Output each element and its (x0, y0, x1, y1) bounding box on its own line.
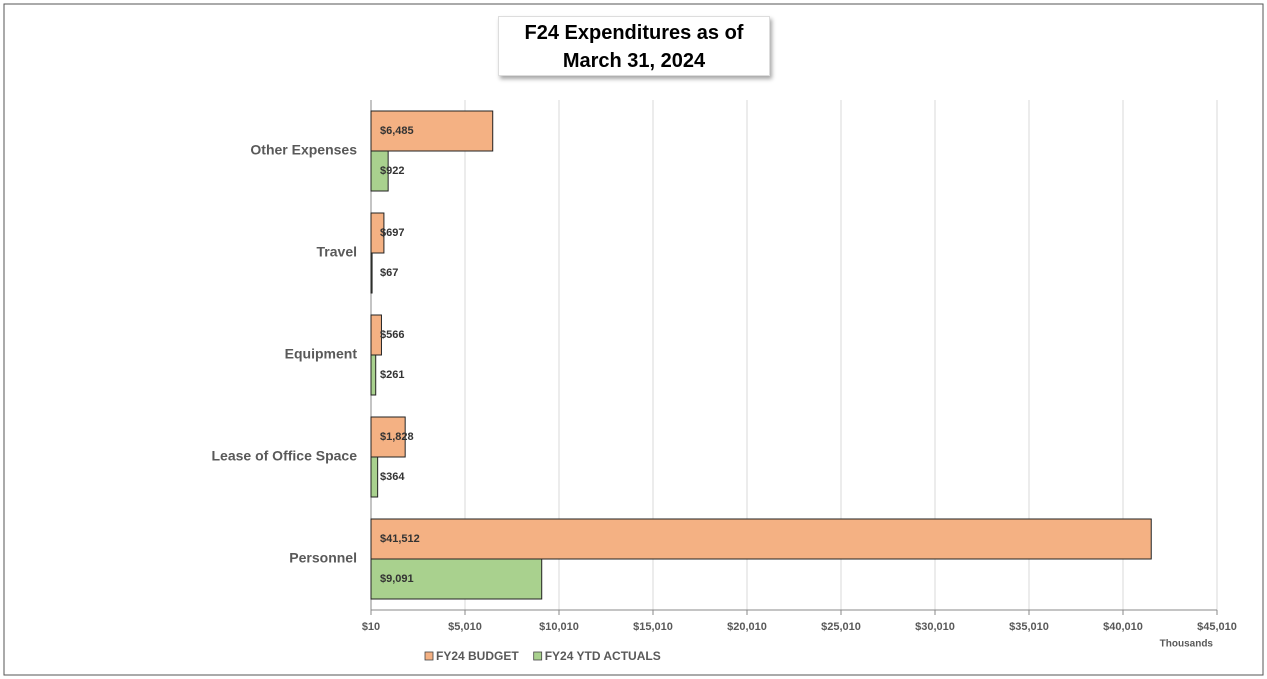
data-label: $566 (380, 329, 404, 341)
x-tick-label: $25,010 (821, 621, 861, 633)
x-tick-label: $15,010 (633, 621, 673, 633)
data-label: $261 (380, 369, 404, 381)
bar (370, 150, 389, 192)
y-tick-label: Travel (317, 244, 357, 260)
bar (370, 558, 543, 600)
bar (370, 416, 406, 458)
data-label: $6,485 (380, 125, 414, 137)
x-tick-label: $5,010 (448, 621, 482, 633)
data-label: $922 (380, 165, 404, 177)
x-tick-label: $35,010 (1009, 621, 1049, 633)
y-tick-label: Lease of Office Space (211, 448, 357, 464)
x-tick-label: $10 (362, 621, 380, 633)
x-tick-label: $40,010 (1103, 621, 1143, 633)
chart-title: F24 Expenditures as of March 31, 2024 (498, 16, 770, 76)
legend-swatch (533, 651, 543, 661)
legend-label: FY24 BUDGET (436, 649, 519, 663)
bar (370, 110, 494, 152)
data-label: $9,091 (380, 573, 414, 585)
data-label: $364 (380, 471, 405, 483)
x-axis-label: Thousands (1160, 639, 1214, 650)
data-label: $67 (380, 267, 398, 279)
x-tick-label: $45,010 (1197, 621, 1237, 633)
x-tick-label: $30,010 (915, 621, 955, 633)
data-label: $41,512 (380, 533, 420, 545)
data-label: $1,828 (380, 431, 414, 443)
bar (370, 252, 373, 294)
bar (370, 518, 1152, 560)
bar (370, 314, 382, 356)
bar (370, 212, 385, 254)
chart-frame (3, 3, 1264, 676)
legend-label: FY24 YTD ACTUALS (545, 649, 661, 663)
bar (370, 456, 379, 498)
bar (370, 354, 377, 396)
y-tick-label: Personnel (289, 550, 357, 566)
x-tick-label: $20,010 (727, 621, 767, 633)
legend-swatch (424, 651, 434, 661)
y-tick-label: Equipment (285, 346, 358, 362)
data-label: $697 (380, 227, 404, 239)
y-tick-label: Other Expenses (250, 142, 357, 158)
x-tick-label: $10,010 (539, 621, 579, 633)
